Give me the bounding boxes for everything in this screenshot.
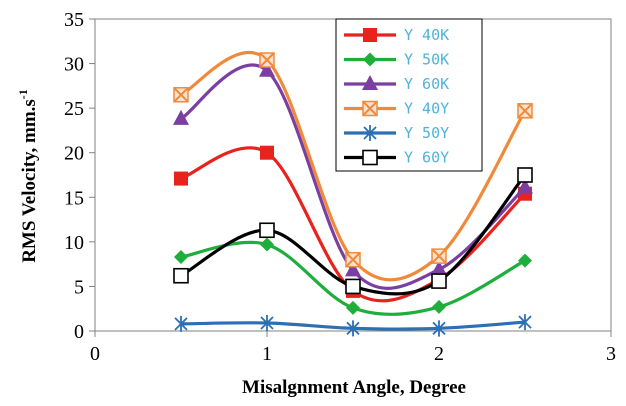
legend-label-y60y: Y 60Y: [404, 149, 449, 167]
data-point-y50k: [346, 300, 360, 315]
data-point-y50y: [174, 315, 188, 332]
y-tick-label: 25: [64, 98, 84, 120]
data-point-y60k: [173, 109, 189, 125]
y-tick-label: 0: [74, 321, 84, 343]
data-point-y60y: [431, 273, 447, 289]
data-point-y60k: [259, 61, 275, 77]
data-point-y50k: [174, 250, 188, 265]
data-point-y60y: [173, 267, 189, 284]
series-line-y60k: [180, 63, 527, 290]
series-y60k: [173, 61, 533, 290]
data-point-y50k: [260, 237, 274, 252]
series-y50k: [174, 237, 532, 316]
series-y40y: [173, 51, 533, 282]
data-point-y50k: [432, 299, 446, 314]
y-axis-title-superscript: -1: [16, 89, 30, 99]
data-point-y60k: [345, 261, 361, 277]
legend-label-y60k: Y 60K: [404, 75, 449, 93]
data-point-y40y: [259, 52, 275, 68]
data-point-y40y: [173, 87, 189, 103]
legend-label-y40k: Y 40K: [404, 26, 449, 44]
legend-marker-y60y: [362, 149, 378, 166]
data-point-y60k: [517, 178, 533, 194]
x-tick-label: 0: [90, 343, 100, 365]
x-tick-label: 3: [606, 343, 616, 365]
y-tick-label: 10: [64, 232, 84, 254]
y-tick-label: 35: [64, 9, 84, 31]
legend-label-y50y: Y 50Y: [404, 124, 449, 142]
data-point-y50k: [518, 253, 532, 268]
data-point-y60y: [517, 167, 533, 183]
data-point-y40k: [260, 145, 274, 160]
data-point-y40k: [174, 171, 188, 186]
y-axis-title: RMS Velocity, mm.s-1: [16, 89, 40, 263]
legend-marker-y60k: [362, 75, 378, 90]
x-tick-label: 1: [262, 343, 272, 365]
y-tick-label: 5: [74, 276, 84, 298]
legend-marker-y40k: [363, 28, 377, 42]
legend-box: [335, 18, 483, 172]
legend: Y 40K Y 50K Y 60K Y 40Y Y 50Y Y 60Y: [335, 18, 483, 172]
data-point-y50y: [518, 314, 532, 331]
data-point-y40y: [431, 248, 447, 264]
data-point-y50y: [260, 314, 274, 331]
data-point-y40y: [345, 251, 361, 268]
y-axis-title-main: RMS Velocity, mm.s: [19, 99, 40, 263]
legend-label-y50k: Y 50K: [404, 51, 449, 69]
x-axis-title: Misalgnment Angle, Degree: [242, 377, 466, 398]
series-y50y: [174, 314, 532, 337]
y-tick-label: 15: [64, 187, 84, 209]
data-point-y60y: [345, 278, 361, 295]
data-point-y60y: [259, 222, 275, 239]
legend-label-y40y: Y 40Y: [404, 100, 449, 118]
x-tick-label: 2: [434, 343, 444, 365]
legend-marker-y50y: [363, 125, 377, 141]
y-tick-label: 20: [64, 143, 84, 165]
data-point-y60k: [431, 260, 447, 276]
data-point-y50y: [432, 320, 446, 337]
legend-marker-y40y: [362, 100, 378, 117]
data-point-y50y: [346, 320, 360, 337]
y-tick-label: 30: [64, 54, 84, 76]
data-point-y40y: [517, 103, 533, 119]
series-y60y: [173, 167, 533, 296]
legend-marker-y50k: [363, 52, 377, 67]
